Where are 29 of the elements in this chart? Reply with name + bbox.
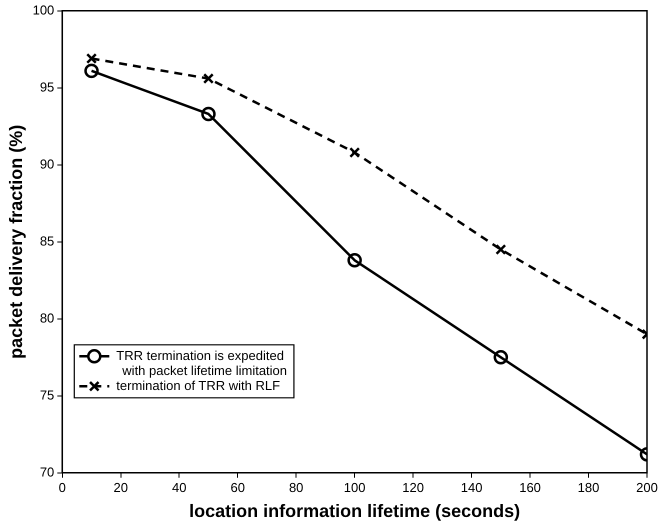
point: [202, 73, 214, 84]
y-axis-title: packet delivery fraction (%): [6, 124, 26, 359]
x-tick-label: 140: [460, 480, 482, 496]
x-tick-label: 80: [288, 480, 304, 496]
x-tick-label: 100: [344, 480, 366, 496]
x-tick-label: 40: [172, 480, 186, 496]
x-tick-label: 180: [578, 480, 600, 496]
y-tick-label: 100: [32, 2, 54, 18]
point: [495, 244, 506, 255]
x-tick-label: 20: [114, 480, 128, 496]
point: [84, 64, 99, 78]
point: [347, 253, 362, 268]
x-tick-label: 200: [636, 480, 658, 496]
x-tick-label: 160: [519, 480, 541, 496]
x-tick-label: 120: [402, 480, 424, 496]
y-tick-label: 75: [40, 387, 54, 402]
point: [86, 53, 98, 64]
y-tick-label: 70: [40, 464, 54, 480]
point: [201, 106, 216, 122]
legend-label: termination of TRR with RLF: [116, 378, 280, 393]
y-tick-label: 80: [40, 310, 54, 326]
x-tick-label: 0: [58, 480, 66, 496]
y-tick-label: 85: [40, 233, 54, 248]
point: [494, 350, 508, 365]
x-tick-label: 60: [230, 480, 245, 496]
y-tick-label: 90: [40, 156, 54, 172]
point: [349, 146, 360, 158]
x-axis-title: location information lifetime (seconds): [189, 501, 520, 522]
y-tick-label: 95: [40, 79, 54, 94]
